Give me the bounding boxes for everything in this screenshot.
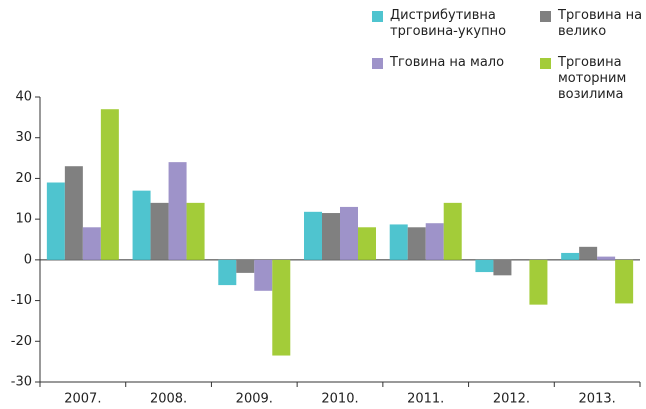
legend-item: Трговина на велико	[540, 8, 646, 40]
bar	[493, 259, 512, 276]
bar	[322, 213, 340, 260]
bar	[46, 182, 65, 260]
legend-item: Трговина моторним возилима	[540, 55, 640, 103]
y-tick-label: 0	[24, 252, 32, 267]
bar	[168, 162, 187, 260]
legend-label: Дистрибутивна трговина-укупно	[390, 8, 507, 39]
y-tick-label: 20	[15, 171, 32, 186]
bar	[561, 252, 580, 260]
bar	[407, 227, 426, 260]
bar	[358, 227, 376, 260]
y-tick-label: -30	[11, 375, 32, 390]
y-tick-label: 30	[15, 130, 32, 145]
legend-item: Дистрибутивна трговина-укупно	[372, 8, 512, 40]
bar	[615, 259, 634, 304]
legend-swatch	[540, 11, 551, 22]
x-tick-label: 2011.	[407, 392, 444, 407]
x-tick-label: 2013.	[579, 392, 616, 407]
bar	[218, 259, 237, 286]
legend-swatch	[372, 58, 383, 69]
legend-item: Тговина на мало	[372, 55, 522, 71]
bar	[64, 166, 83, 260]
x-tick-label: 2008.	[150, 392, 187, 407]
bar	[579, 246, 598, 260]
y-tick-label: 10	[15, 212, 32, 227]
legend-label: Трговина моторним возилима	[558, 55, 627, 102]
bar	[82, 227, 101, 260]
bar	[254, 259, 273, 291]
bar	[150, 202, 169, 260]
bar	[186, 202, 205, 260]
y-tick-label: -20	[11, 334, 32, 349]
bar	[389, 224, 408, 260]
bar	[100, 109, 119, 260]
y-tick-label: -10	[11, 293, 32, 308]
x-tick-label: 2007.	[64, 392, 101, 407]
bar	[597, 256, 616, 260]
bar	[236, 259, 255, 273]
x-tick-label: 2009.	[236, 392, 273, 407]
bar	[272, 259, 291, 356]
legend-label: Трговина на велико	[558, 8, 643, 39]
bar	[475, 259, 494, 273]
legend-swatch	[372, 11, 383, 22]
x-tick-label: 2012.	[493, 392, 530, 407]
bar	[529, 259, 548, 305]
x-tick-label: 2010.	[321, 392, 358, 407]
bar	[340, 206, 358, 260]
legend-swatch	[540, 58, 551, 69]
bar	[304, 211, 322, 260]
bar	[132, 190, 151, 260]
legend-label: Тговина на мало	[390, 55, 505, 70]
y-tick-label: 40	[15, 90, 32, 105]
bar	[425, 223, 444, 260]
bar	[443, 202, 462, 260]
